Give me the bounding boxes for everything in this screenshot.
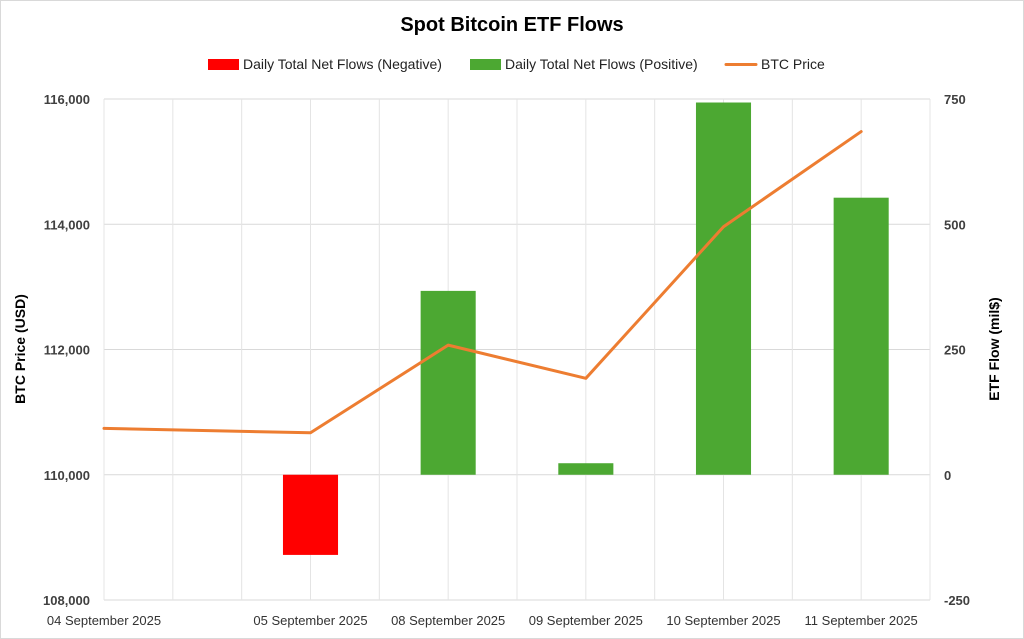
x-tick-label: 09 September 2025 [529,613,643,628]
gridlines [103,98,931,601]
right-axis-title: ETF Flow (mil$) [986,297,1002,400]
legend-label: BTC Price [761,56,825,72]
price-line-layer [102,130,863,435]
axes: 108,000 110,000 112,000 114,000 116,000 -250 0… [43,92,970,628]
right-tick-label: 750 [944,92,966,107]
left-tick-label: 108,000 [43,593,90,608]
right-tick-label: 250 [944,343,966,358]
legend-item: Daily Total Net Flows (Negative) [208,56,442,72]
x-tick-label: 10 September 2025 [666,613,780,628]
bar-positive [420,290,476,475]
right-tick-label: -250 [944,593,970,608]
x-tick-label: 11 September 2025 [805,613,918,628]
legend-item: BTC Price [724,56,825,72]
legend-label: Daily Total Net Flows (Negative) [243,56,442,72]
chart-title: Spot Bitcoin ETF Flows [400,14,623,36]
x-tick-label: 08 September 2025 [391,613,505,628]
left-tick-label: 112,000 [44,343,90,358]
bar-negative [282,474,339,555]
bar-positive [695,102,752,475]
legend-swatch [470,59,501,70]
left-tick-label: 116,000 [44,92,90,107]
left-tick-label: 110,000 [44,468,90,483]
bars [282,102,889,555]
legend: Daily Total Net Flows (Negative) Daily To… [208,56,825,72]
x-tick-label: 05 September 2025 [253,613,367,628]
legend-item: Daily Total Net Flows (Positive) [470,56,698,72]
btc-price-line [102,130,863,435]
bar-positive [833,197,889,475]
right-tick-label: 0 [944,468,951,483]
legend-swatch [208,59,239,70]
right-tick-label: 500 [944,217,966,232]
left-axis-title: BTC Price (USD) [12,294,28,404]
bar-positive [558,463,614,475]
x-tick-label: 04 September 2025 [47,613,161,628]
legend-label: Daily Total Net Flows (Positive) [505,56,698,72]
left-tick-label: 114,000 [44,217,90,232]
